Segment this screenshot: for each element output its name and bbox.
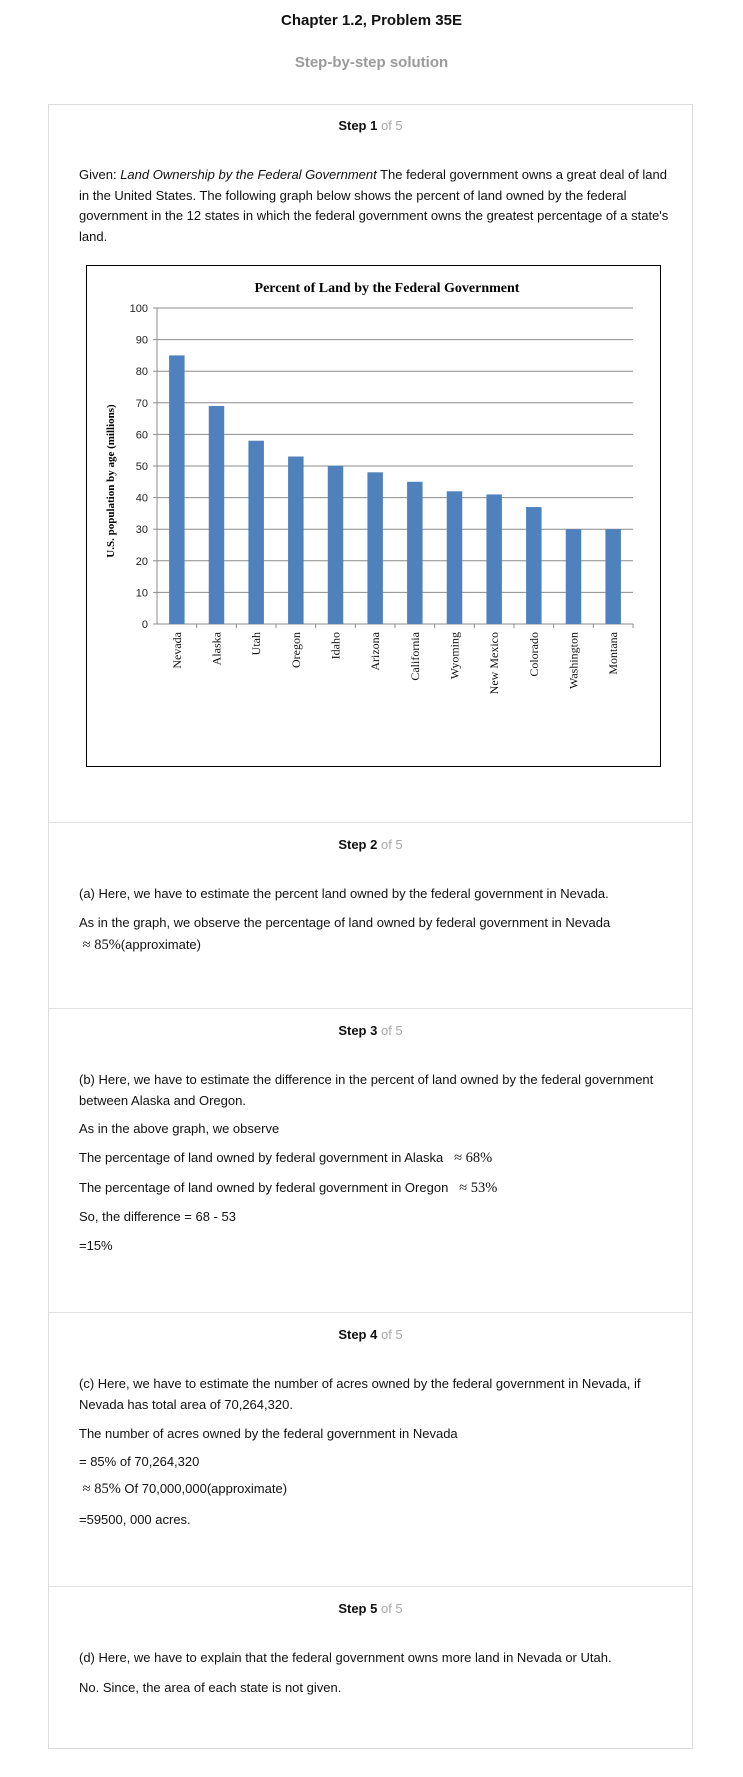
step-3-of: of 5 xyxy=(380,1023,403,1038)
step-4-label: Step 4 xyxy=(338,1327,378,1342)
chart-y-ticks: 0 10 20 30 40 50 60 70 80 90 100 xyxy=(130,303,148,631)
step-5-header: Step 5 of 5 xyxy=(49,1601,692,1616)
chart-y-tick-label: 50 xyxy=(136,461,148,473)
step-3-line-4: The percentage of land owned by federal … xyxy=(79,1178,669,1199)
step-3-line-3-text: The percentage of land owned by federal … xyxy=(79,1150,444,1165)
chart-y-tick-label: 60 xyxy=(136,429,148,441)
math-approx: ≈ 85% xyxy=(82,1481,121,1497)
step-2-line-3: ≈ 85%(approximate) xyxy=(79,935,669,956)
chart-title: Percent of Land by the Federal Governmen… xyxy=(255,281,520,296)
step-3-line-4-text: The percentage of land owned by federal … xyxy=(79,1180,449,1195)
step-2-label: Step 2 xyxy=(338,837,378,852)
step-4-line-2: The number of acres owned by the federal… xyxy=(79,1426,458,1441)
step-1-given: Given: Land Ownership by the Federal Gov… xyxy=(79,165,669,247)
chart-x-tick-label: New Mexico xyxy=(487,632,501,694)
chart-y-tick-label: 100 xyxy=(130,303,148,315)
step-divider xyxy=(49,1312,692,1313)
chart-x-tick-label: Montana xyxy=(606,631,620,674)
math-approx: ≈ 53% xyxy=(459,1180,498,1196)
given-prefix: Given: xyxy=(79,167,121,182)
chart-bar xyxy=(407,481,423,624)
step-2-of: of 5 xyxy=(380,837,403,852)
step-1-label: Step 1 xyxy=(338,118,378,133)
chart-bar xyxy=(327,466,344,624)
chart-bar xyxy=(208,405,225,624)
step-3-label: Step 3 xyxy=(338,1023,378,1038)
chart-x-tick-label: California xyxy=(408,631,422,680)
step-3-line-5: So, the difference = 68 - 53 xyxy=(79,1209,236,1224)
step-4-line-5: =59500, 000 acres. xyxy=(79,1512,191,1527)
step-divider xyxy=(49,1008,692,1009)
step-4-header: Step 4 of 5 xyxy=(49,1327,692,1342)
chart-y-tick-label: 70 xyxy=(136,398,148,410)
chart-x-tick-label: Arizona xyxy=(368,631,382,670)
chart-x-tick-label: Alaska xyxy=(210,631,224,665)
chart-x-ticks: Nevada Alaska Utah Oregon Idaho Arizona Califo… xyxy=(170,631,620,694)
chart-y-axis-label: U.S. population by age (millions) xyxy=(105,404,117,558)
chart-x-tick-label: Oregon xyxy=(289,632,303,668)
chart-bar xyxy=(248,440,264,624)
chart-bar xyxy=(169,355,185,624)
step-3-header: Step 3 of 5 xyxy=(49,1023,692,1038)
step-1-of: of 5 xyxy=(380,118,403,133)
chart-bar xyxy=(288,456,304,624)
page-title: Chapter 1.2, Problem 35E xyxy=(281,12,462,29)
chart-x-tick-label: Wyoming xyxy=(448,632,462,679)
step-5-line-2: No. Since, the area of each state is not… xyxy=(79,1680,342,1695)
chart-y-tick-label: 80 xyxy=(136,366,148,378)
bar-chart-svg: Percent of Land by the Federal Governmen… xyxy=(105,281,634,694)
bar-chart: Percent of Land by the Federal Governmen… xyxy=(86,265,661,767)
chart-bar xyxy=(367,472,383,624)
chart-y-tick-label: 10 xyxy=(136,587,148,599)
step-2-line-1: (a) Here, we have to estimate the percen… xyxy=(79,886,609,901)
math-approx: ≈ 85% xyxy=(82,937,121,953)
chart-y-tick-label: 30 xyxy=(136,524,148,536)
math-approx: ≈ 68% xyxy=(454,1150,493,1166)
solution-card: Step 1 of 5 Given: Land Ownership by the… xyxy=(48,104,693,1749)
chart-bar xyxy=(446,491,463,624)
chart-x-tick-label: Idaho xyxy=(329,632,343,659)
step-3-line-2: As in the above graph, we observe xyxy=(79,1121,280,1136)
chart-y-tick-label: 90 xyxy=(136,335,148,347)
step-4-line-1: (c) Here, we have to estimate the number… xyxy=(79,1376,641,1412)
chart-x-tick-label: Washington xyxy=(567,632,581,689)
step-4-line-4-text: Of 70,000,000(approximate) xyxy=(124,1481,288,1496)
step-3-line-3: The percentage of land owned by federal … xyxy=(79,1148,669,1169)
step-4-line-3: = 85% of 70,264,320 xyxy=(79,1454,200,1469)
step-2-line-2: As in the graph, we observe the percenta… xyxy=(79,915,611,930)
given-title: Land Ownership by the Federal Government xyxy=(120,167,377,182)
step-4-line-4: ≈ 85% Of 70,000,000(approximate) xyxy=(79,1479,669,1500)
chart-bar xyxy=(486,494,502,624)
step-2-header: Step 2 of 5 xyxy=(49,837,692,852)
step-4-of: of 5 xyxy=(380,1327,403,1342)
given-text: The federal government owns a great deal… xyxy=(79,167,669,244)
chart-gridlines xyxy=(153,307,634,628)
chart-bar xyxy=(605,529,621,624)
step-5-of: of 5 xyxy=(380,1601,403,1616)
step-5-label: Step 5 xyxy=(338,1601,378,1616)
chart-x-tick-label: Colorado xyxy=(527,632,541,677)
page-subtitle: Step-by-step solution xyxy=(294,54,449,71)
step-divider xyxy=(49,822,692,823)
step-1-header: Step 1 of 5 xyxy=(49,118,692,133)
step-3-line-6: =15% xyxy=(79,1238,113,1253)
chart-y-tick-label: 40 xyxy=(136,493,148,505)
step-5-line-1: (d) Here, we have to explain that the fe… xyxy=(79,1650,612,1665)
chart-bar xyxy=(565,529,582,624)
step-divider xyxy=(49,1586,692,1587)
chart-y-tick-label: 20 xyxy=(136,556,148,568)
step-3-line-1: (b) Here, we have to estimate the differ… xyxy=(79,1072,654,1108)
step-2-line-3-text: (approximate) xyxy=(120,937,201,952)
chart-bar xyxy=(526,507,542,624)
chart-y-tick-label: 0 xyxy=(142,619,148,631)
chart-x-tick-label: Utah xyxy=(249,632,263,655)
chart-bars xyxy=(169,355,621,624)
chart-x-tick-label: Nevada xyxy=(170,631,184,668)
